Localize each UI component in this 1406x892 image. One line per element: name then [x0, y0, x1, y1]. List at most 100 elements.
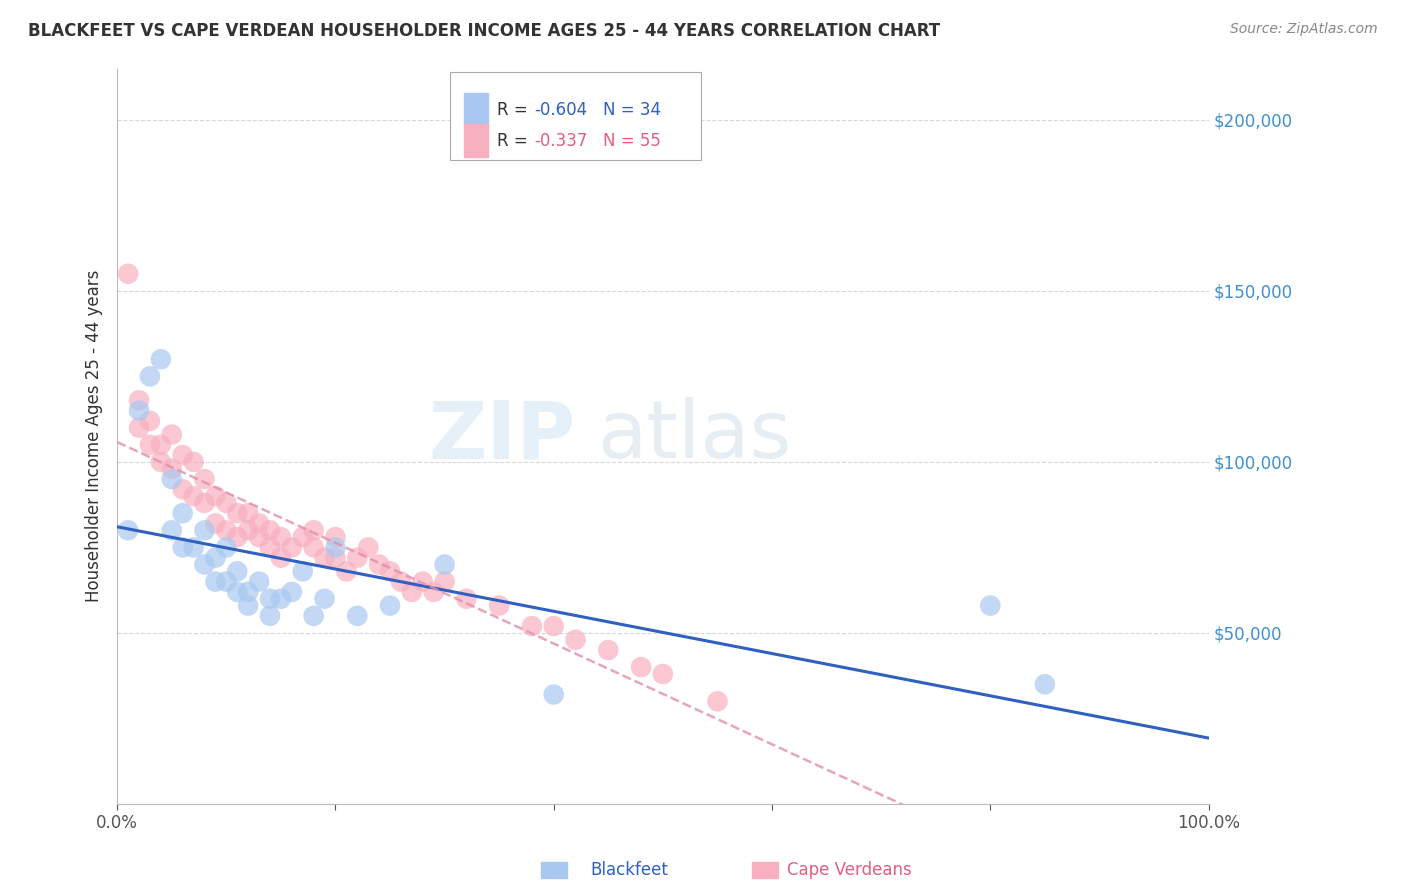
Point — [215, 574, 238, 589]
Text: N = 55: N = 55 — [603, 132, 661, 150]
Point — [259, 541, 281, 555]
Point — [291, 530, 314, 544]
Point — [247, 530, 270, 544]
Point — [389, 574, 412, 589]
Point — [325, 530, 347, 544]
Point — [564, 632, 586, 647]
Point — [1033, 677, 1056, 691]
Point — [259, 524, 281, 538]
Point — [378, 565, 401, 579]
Point — [325, 550, 347, 565]
Point — [160, 427, 183, 442]
Text: N = 34: N = 34 — [603, 101, 661, 119]
Point — [236, 506, 259, 520]
Point — [226, 585, 249, 599]
Point — [149, 455, 172, 469]
Point — [247, 516, 270, 531]
Text: -0.604: -0.604 — [534, 101, 588, 119]
Point — [520, 619, 543, 633]
Point — [128, 420, 150, 434]
Point — [160, 462, 183, 476]
Point — [215, 524, 238, 538]
Point — [630, 660, 652, 674]
Point — [172, 483, 194, 497]
Point — [128, 393, 150, 408]
Text: R =: R = — [496, 101, 533, 119]
Point — [149, 438, 172, 452]
Bar — [464, 94, 488, 127]
Y-axis label: Householder Income Ages 25 - 44 years: Householder Income Ages 25 - 44 years — [86, 270, 103, 602]
Point — [346, 608, 368, 623]
Point — [226, 565, 249, 579]
Point — [598, 643, 620, 657]
Text: R =: R = — [496, 132, 533, 150]
Point — [183, 489, 205, 503]
Point — [270, 550, 292, 565]
Text: atlas: atlas — [598, 397, 792, 475]
Point — [270, 591, 292, 606]
Point — [302, 524, 325, 538]
Text: ZIP: ZIP — [429, 397, 575, 475]
Point — [183, 541, 205, 555]
FancyBboxPatch shape — [450, 72, 702, 161]
Bar — [464, 124, 488, 157]
Point — [204, 489, 226, 503]
Point — [281, 541, 304, 555]
Text: Source: ZipAtlas.com: Source: ZipAtlas.com — [1230, 22, 1378, 37]
Point — [346, 550, 368, 565]
Point — [401, 585, 423, 599]
Point — [706, 694, 728, 708]
Point — [139, 438, 162, 452]
Point — [456, 591, 478, 606]
Point — [172, 448, 194, 462]
Point — [335, 565, 357, 579]
Point — [259, 608, 281, 623]
Point — [259, 591, 281, 606]
Point — [193, 558, 215, 572]
Point — [128, 403, 150, 417]
Point — [488, 599, 510, 613]
Point — [314, 550, 336, 565]
Text: -0.337: -0.337 — [534, 132, 588, 150]
Point — [204, 550, 226, 565]
Point — [172, 506, 194, 520]
Point — [139, 369, 162, 384]
Point — [204, 574, 226, 589]
Point — [204, 516, 226, 531]
Point — [226, 506, 249, 520]
Point — [378, 599, 401, 613]
Point — [270, 530, 292, 544]
Point — [172, 541, 194, 555]
Point — [543, 619, 565, 633]
Point — [193, 496, 215, 510]
Point — [314, 591, 336, 606]
Point — [433, 574, 456, 589]
Point — [193, 524, 215, 538]
Point — [226, 530, 249, 544]
Text: BLACKFEET VS CAPE VERDEAN HOUSEHOLDER INCOME AGES 25 - 44 YEARS CORRELATION CHAR: BLACKFEET VS CAPE VERDEAN HOUSEHOLDER IN… — [28, 22, 941, 40]
Point — [215, 496, 238, 510]
Point — [422, 585, 444, 599]
Text: Blackfeet: Blackfeet — [591, 861, 668, 879]
Point — [117, 524, 139, 538]
Point — [368, 558, 391, 572]
Point — [412, 574, 434, 589]
Point — [979, 599, 1001, 613]
Point — [160, 524, 183, 538]
Point — [302, 541, 325, 555]
Point — [193, 472, 215, 486]
Point — [325, 541, 347, 555]
Point — [281, 585, 304, 599]
Point — [117, 267, 139, 281]
Point — [433, 558, 456, 572]
Point — [291, 565, 314, 579]
Point — [183, 455, 205, 469]
Point — [302, 608, 325, 623]
Point — [651, 667, 673, 681]
Point — [236, 585, 259, 599]
Point — [543, 688, 565, 702]
Point — [149, 352, 172, 367]
Text: Cape Verdeans: Cape Verdeans — [787, 861, 912, 879]
Point — [160, 472, 183, 486]
Point — [139, 414, 162, 428]
